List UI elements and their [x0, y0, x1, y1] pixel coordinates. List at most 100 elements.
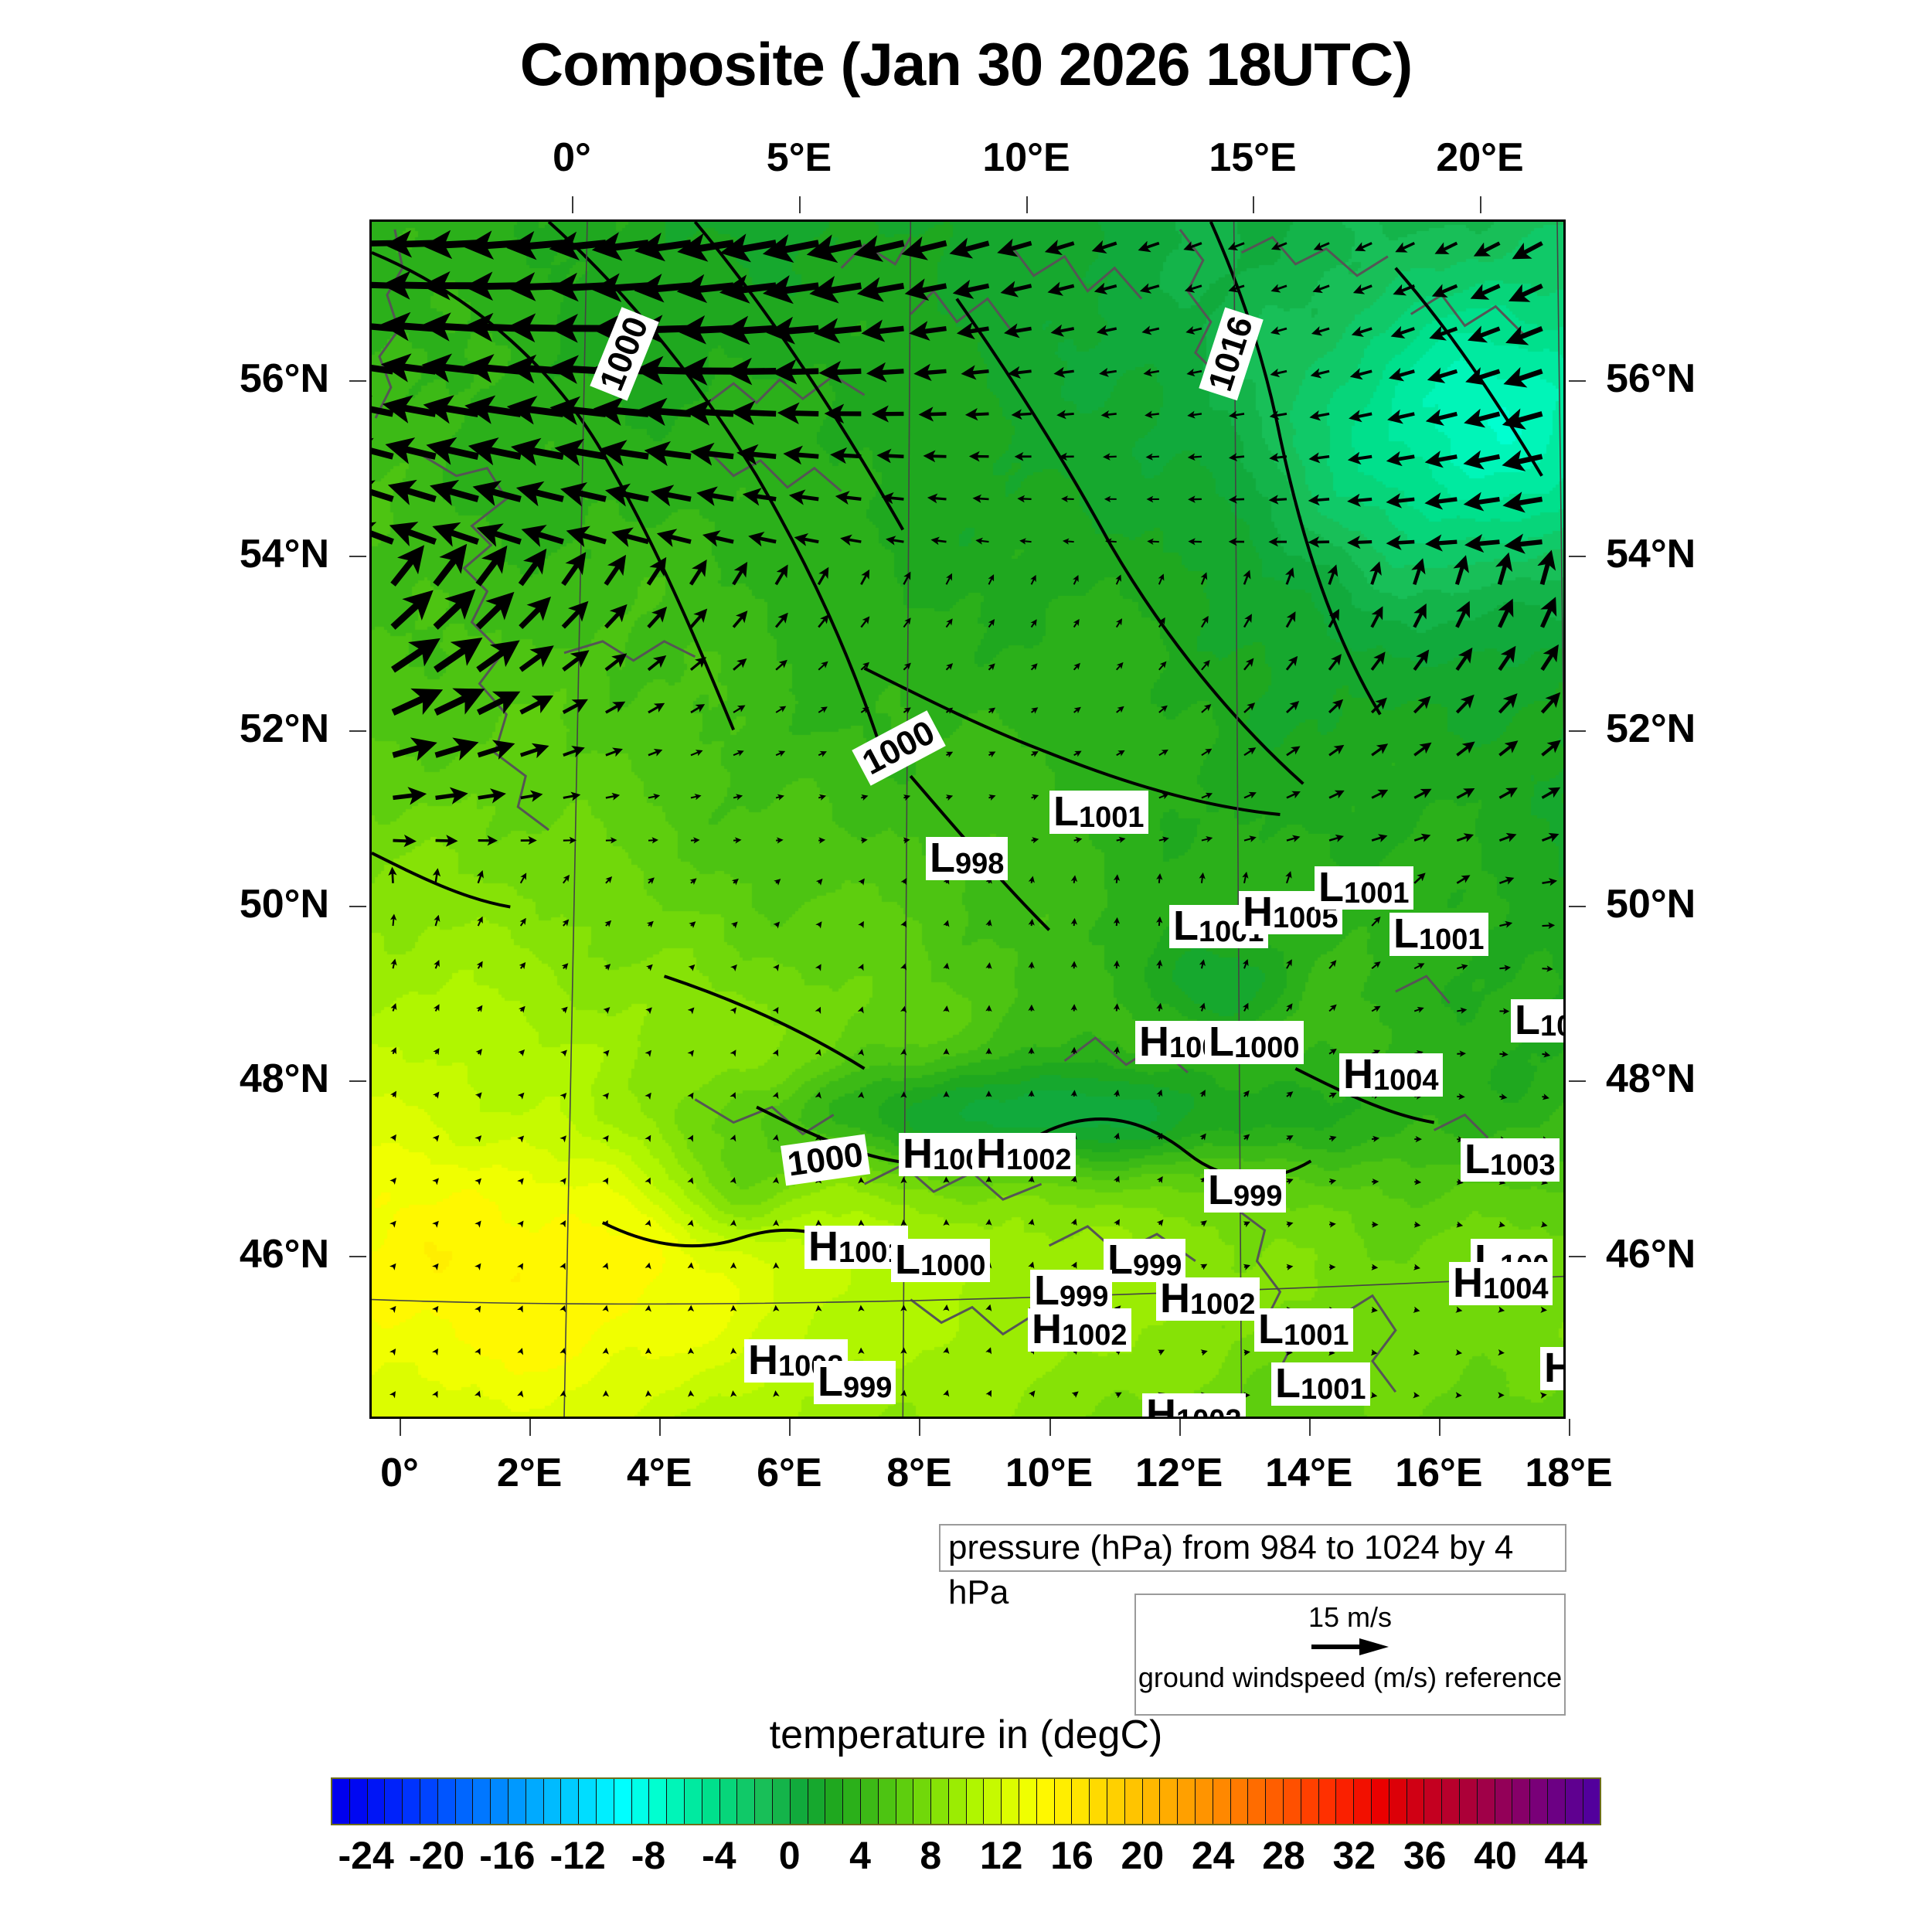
- colorbar-swatch: [1477, 1779, 1495, 1824]
- colorbar-tick: 24: [1191, 1834, 1235, 1877]
- axis-tick-right: [1569, 555, 1586, 557]
- pressure-value: 1001: [1301, 1373, 1366, 1406]
- colorbar-swatch: [1124, 1779, 1143, 1824]
- colorbar-swatch: [755, 1779, 773, 1824]
- pressure-symbol: H: [1544, 1345, 1563, 1391]
- colorbar-swatch: [1389, 1779, 1407, 1824]
- colorbar-swatch: [843, 1779, 861, 1824]
- pressure-value: 1001: [1079, 801, 1145, 835]
- colorbar-tick: -16: [479, 1834, 536, 1877]
- axis-label-bottom: 14°E: [1265, 1451, 1353, 1495]
- pressure-value: 1000: [920, 1250, 986, 1283]
- map-plot-area[interactable]: 1000 1016 1000 1000 L1001 L998 L1001 H1005 L100…: [369, 219, 1566, 1419]
- low-pressure-marker: L1001: [1271, 1362, 1370, 1406]
- colorbar-swatch: [579, 1779, 597, 1824]
- axis-label-bottom: 18°E: [1525, 1451, 1613, 1495]
- colorbar-swatch: [1107, 1779, 1125, 1824]
- axis-label-bottom: 10°E: [1005, 1451, 1094, 1495]
- colorbar-swatch: [1090, 1779, 1108, 1824]
- axis-tick-left: [349, 555, 366, 557]
- low-pressure-marker: L1003: [1461, 1138, 1560, 1182]
- low-pressure-marker: L1001: [1389, 910, 1488, 957]
- pressure-symbol: H: [1343, 1051, 1373, 1097]
- colorbar-swatch: [1565, 1779, 1583, 1824]
- pressure-symbol: L: [1258, 1306, 1284, 1352]
- colorbar-tick: -20: [408, 1834, 465, 1877]
- colorbar-swatch: [1196, 1779, 1213, 1824]
- axis-tick-bottom: [400, 1419, 401, 1436]
- colorbar-swatch: [790, 1779, 808, 1824]
- colorbar-swatch: [455, 1779, 474, 1824]
- colorbar-tick: 32: [1332, 1834, 1376, 1877]
- pressure-symbol: H: [903, 1131, 933, 1177]
- axis-label-left: 54°N: [239, 531, 329, 577]
- colorbar-swatch: [332, 1779, 350, 1824]
- axis-tick-bottom: [1179, 1419, 1181, 1436]
- colorbar-tick-labels: -24 -20 -16 -12 -8 -4 0 4 8 12 16 20 24 28 32 36 40 44: [331, 1833, 1601, 1887]
- colorbar-swatch: [1284, 1779, 1301, 1824]
- axis-label-right: 46°N: [1606, 1232, 1696, 1277]
- pressure-symbol: L: [930, 835, 955, 881]
- pressure-symbol: L: [1393, 910, 1419, 957]
- axis-tick-bottom: [789, 1419, 791, 1436]
- axis-tick-bottom: [659, 1419, 662, 1436]
- axis-tick-top: [799, 196, 801, 213]
- pressure-value: 1002: [1176, 1404, 1242, 1417]
- colorbar-swatch: [1495, 1779, 1513, 1824]
- axis-label-bottom: 6°E: [757, 1451, 822, 1495]
- pressure-symbol: H: [976, 1131, 1006, 1177]
- colorbar-swatch: [1142, 1779, 1161, 1824]
- colorbar-swatch: [1248, 1779, 1267, 1824]
- axis-tick-left: [349, 730, 366, 733]
- axis-label-bottom: 12°E: [1134, 1451, 1223, 1495]
- high-pressure-marker: H1004: [1449, 1262, 1553, 1306]
- low-pressure-marker: L999: [1030, 1270, 1113, 1314]
- right-arrow-icon: [1311, 1637, 1389, 1657]
- low-pressure-marker: L999: [1204, 1169, 1287, 1213]
- colorbar-swatch: [1530, 1779, 1548, 1824]
- pressure-value: 1001: [1419, 923, 1485, 957]
- colorbar-tick: -4: [702, 1834, 736, 1877]
- pressure-value: 1004: [1373, 1064, 1439, 1097]
- colorbar-swatch: [1019, 1779, 1037, 1824]
- colorbar-tick: 16: [1050, 1834, 1094, 1877]
- colorbar-swatch: [719, 1779, 738, 1824]
- pressure-symbol: L: [1464, 1136, 1490, 1182]
- axis-tick-bottom: [1569, 1419, 1570, 1436]
- colorbar-tick: -24: [338, 1834, 394, 1877]
- colorbar-swatch: [1406, 1779, 1425, 1824]
- axis-tick-left: [349, 380, 366, 382]
- colorbar-swatch: [684, 1779, 702, 1824]
- high-pressure-marker: H1002: [1028, 1308, 1131, 1352]
- pressure-symbol: H: [1243, 889, 1273, 935]
- wind-reference-legend: 15 m/s ground windspeed (m/s) reference: [1134, 1594, 1566, 1716]
- page-title: Composite (Jan 30 2026 18UTC): [519, 30, 1413, 98]
- low-pressure-marker: L1001: [1254, 1308, 1353, 1352]
- axis-label-bottom: 4°E: [627, 1451, 692, 1495]
- colorbar-swatch: [1230, 1779, 1249, 1824]
- colorbar-swatch: [1002, 1779, 1020, 1824]
- colorbar-swatch: [1460, 1779, 1478, 1824]
- axis-label-top: 10°E: [982, 135, 1070, 180]
- colorbar-tick: 40: [1474, 1834, 1517, 1877]
- axis-label-right: 50°N: [1606, 881, 1696, 927]
- colorbar-swatch: [1301, 1779, 1319, 1824]
- pressure-symbol: L: [895, 1236, 920, 1283]
- colorbar-tick: -8: [631, 1834, 666, 1877]
- pressure-value: 1000: [1234, 1032, 1300, 1065]
- colorbar-swatch: [437, 1779, 456, 1824]
- colorbar-swatch: [667, 1779, 685, 1824]
- pressure-symbol: L: [1318, 864, 1344, 910]
- colorbar-swatch: [491, 1779, 509, 1824]
- wind-legend-caption: ground windspeed (m/s) reference: [1138, 1662, 1563, 1693]
- axis-label-top: 5°E: [766, 135, 832, 180]
- axis-tick-right: [1569, 730, 1586, 733]
- colorbar-tick: 20: [1121, 1834, 1165, 1877]
- colorbar-swatch: [1424, 1779, 1443, 1824]
- high-pressure-marker: H1001: [804, 1226, 908, 1270]
- colorbar-swatch: [1213, 1779, 1231, 1824]
- low-pressure-marker: L1000: [1205, 1021, 1304, 1065]
- temperature-colorbar[interactable]: [331, 1777, 1601, 1825]
- axis-tick-left: [349, 1256, 366, 1257]
- colorbar-swatch: [1266, 1779, 1284, 1824]
